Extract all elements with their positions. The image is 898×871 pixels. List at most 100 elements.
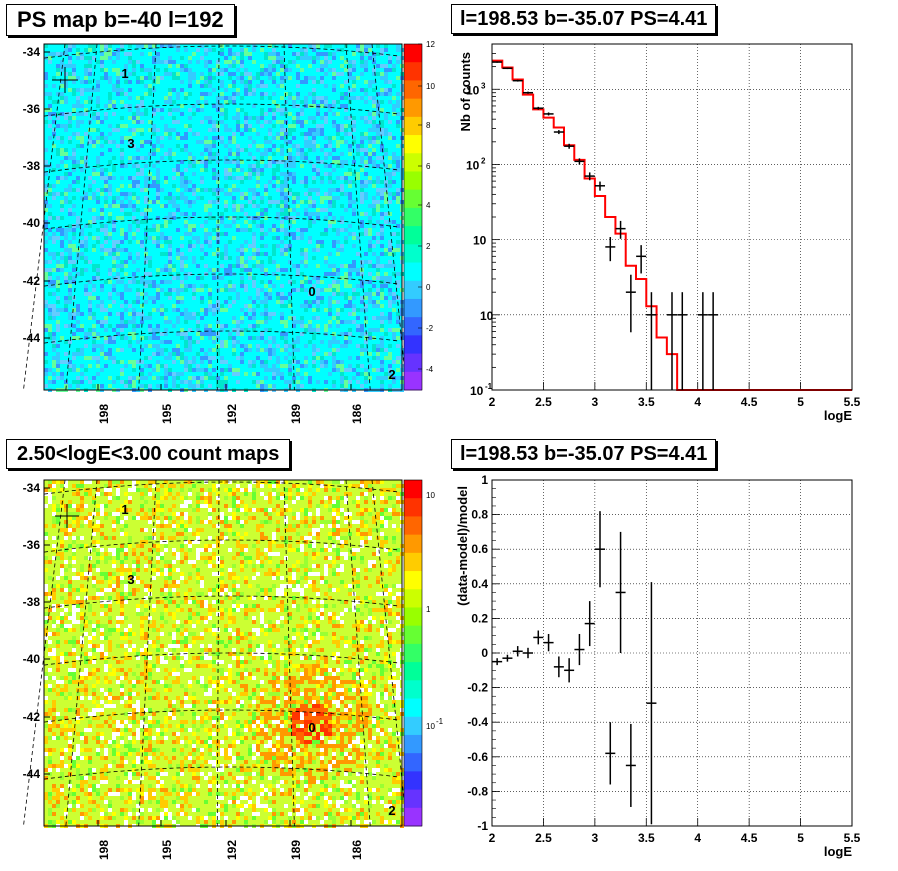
colorbar-label: 0 <box>426 283 431 292</box>
lat-tick-label: -40 <box>23 216 41 230</box>
y-tick-label: 10 <box>473 234 487 248</box>
lon-tick-label: 192 <box>225 840 239 860</box>
lon-tick-label: 198 <box>97 840 111 860</box>
plot-frame <box>491 43 853 391</box>
source-label: 2 <box>388 803 395 818</box>
lon-tick-label: 192 <box>225 404 239 424</box>
y-tick-label: -1 <box>477 819 488 833</box>
residual-point <box>574 633 585 666</box>
data-point <box>646 292 657 390</box>
y-tick-label: -0.6 <box>467 750 488 764</box>
y-tick-label: 0.2 <box>471 611 488 625</box>
lon-tick-label: 186 <box>350 840 364 860</box>
x-tick-label: 2 <box>489 395 496 409</box>
x-tick-label: 3.5 <box>638 395 655 409</box>
x-tick-label: 5.5 <box>844 395 861 409</box>
residual-point <box>523 647 533 659</box>
y-tick-label: -0.2 <box>467 681 488 695</box>
y-tick-label: 0.6 <box>471 542 488 556</box>
colorbar-label: 10 <box>426 722 435 731</box>
residual-point <box>533 630 544 645</box>
y-tick-label: 0.8 <box>471 508 488 522</box>
residual-point <box>543 633 554 652</box>
source-label: 2 <box>388 367 395 382</box>
tr-title: l=198.53 b=-35.07 PS=4.41 <box>451 4 717 34</box>
residual-point <box>595 511 605 588</box>
ps-map: -34 -36 -38 -40 -42 -44 198 195 192 189 186 1 3 0 2 <box>23 43 407 424</box>
plot-frame <box>491 479 853 827</box>
data-point <box>615 220 626 239</box>
x-tick-label: 5 <box>797 831 804 845</box>
y-tick-exponent: 3 <box>481 81 486 90</box>
residual-point <box>492 658 503 666</box>
x-axis-label: logE <box>824 408 852 423</box>
source-label: 0 <box>308 720 315 735</box>
lat-tick-label: -36 <box>23 102 41 116</box>
lon-tick-label: 189 <box>289 404 303 424</box>
x-tick-label: 5 <box>797 395 804 409</box>
y-tick-label: 0.4 <box>471 577 488 591</box>
lon-tick-label: 195 <box>160 404 174 424</box>
residual-point <box>564 658 575 683</box>
colorbar-exponent: -1 <box>436 717 444 726</box>
y-tick-label: 10 <box>470 384 484 398</box>
source-label: 3 <box>127 572 134 587</box>
count-map: -34 -36 -38 -40 -42 -44 198 195 192 189 186 1 3 0 2 <box>23 479 407 860</box>
data-point <box>533 106 544 110</box>
colorbar-label: 1 <box>426 605 431 614</box>
br-title: l=198.53 b=-35.07 PS=4.41 <box>451 439 717 469</box>
x-tick-label: 3 <box>592 395 599 409</box>
lon-tick-label: 195 <box>160 840 174 860</box>
data-point <box>625 274 636 333</box>
y-axis-label: Nb of counts <box>458 52 473 131</box>
residual-point <box>584 601 595 647</box>
crosshair-marker <box>52 67 78 93</box>
y-tick-label: 10 <box>480 309 494 323</box>
tl-title: PS map b=-40 l=192 <box>6 4 235 36</box>
lat-tick-label: -34 <box>23 45 41 59</box>
y-tick-label: -0.4 <box>467 715 488 729</box>
x-tick-label: 5.5 <box>844 831 861 845</box>
x-tick-label: 2.5 <box>535 395 552 409</box>
lat-tick-label: -42 <box>23 710 41 724</box>
lat-tick-label: -44 <box>23 767 41 781</box>
lat-tick-label: -36 <box>23 538 41 552</box>
source-label: 3 <box>127 136 134 151</box>
lat-tick-label: -40 <box>23 652 41 666</box>
y-tick-label: -0.8 <box>467 784 488 798</box>
residual-plot: 2 2.5 3 3.5 4 4.5 5 5.5 1 0.8 0.6 0.4 0.2 0 -0.2 -0.4 -0… <box>455 473 861 859</box>
lon-tick-label: 186 <box>350 404 364 424</box>
data-point <box>677 292 688 390</box>
residual-point <box>502 654 513 662</box>
x-tick-label: 3.5 <box>638 831 655 845</box>
lat-tick-label: -42 <box>23 274 41 288</box>
data-point <box>564 143 575 149</box>
y-tick-exponent: -1 <box>485 382 493 391</box>
x-axis-label: logE <box>824 844 852 859</box>
data-point <box>595 181 605 191</box>
data-point <box>708 292 719 390</box>
source-label: 1 <box>121 502 128 517</box>
colorbar-label: -2 <box>426 324 434 333</box>
data-point <box>512 79 523 82</box>
colorbar-label: 2 <box>426 242 431 251</box>
data-point <box>553 130 564 135</box>
x-tick-label: 4 <box>694 395 701 409</box>
colorbar-label: 10 <box>426 491 435 500</box>
lat-tick-label: -34 <box>23 481 41 495</box>
x-tick-label: 4.5 <box>741 831 758 845</box>
x-tick-label: 3 <box>592 831 599 845</box>
data-point <box>605 237 616 262</box>
colorbar-label: 6 <box>426 162 431 171</box>
lat-tick-label: -38 <box>23 159 41 173</box>
residual-point <box>553 656 564 678</box>
x-tick-label: 2.5 <box>535 831 552 845</box>
colorbar-label: 4 <box>426 201 431 210</box>
colorbar-label: 10 <box>426 82 435 91</box>
x-tick-label: 2 <box>489 831 496 845</box>
lat-tick-label: -44 <box>23 331 41 345</box>
data-point <box>502 67 513 70</box>
